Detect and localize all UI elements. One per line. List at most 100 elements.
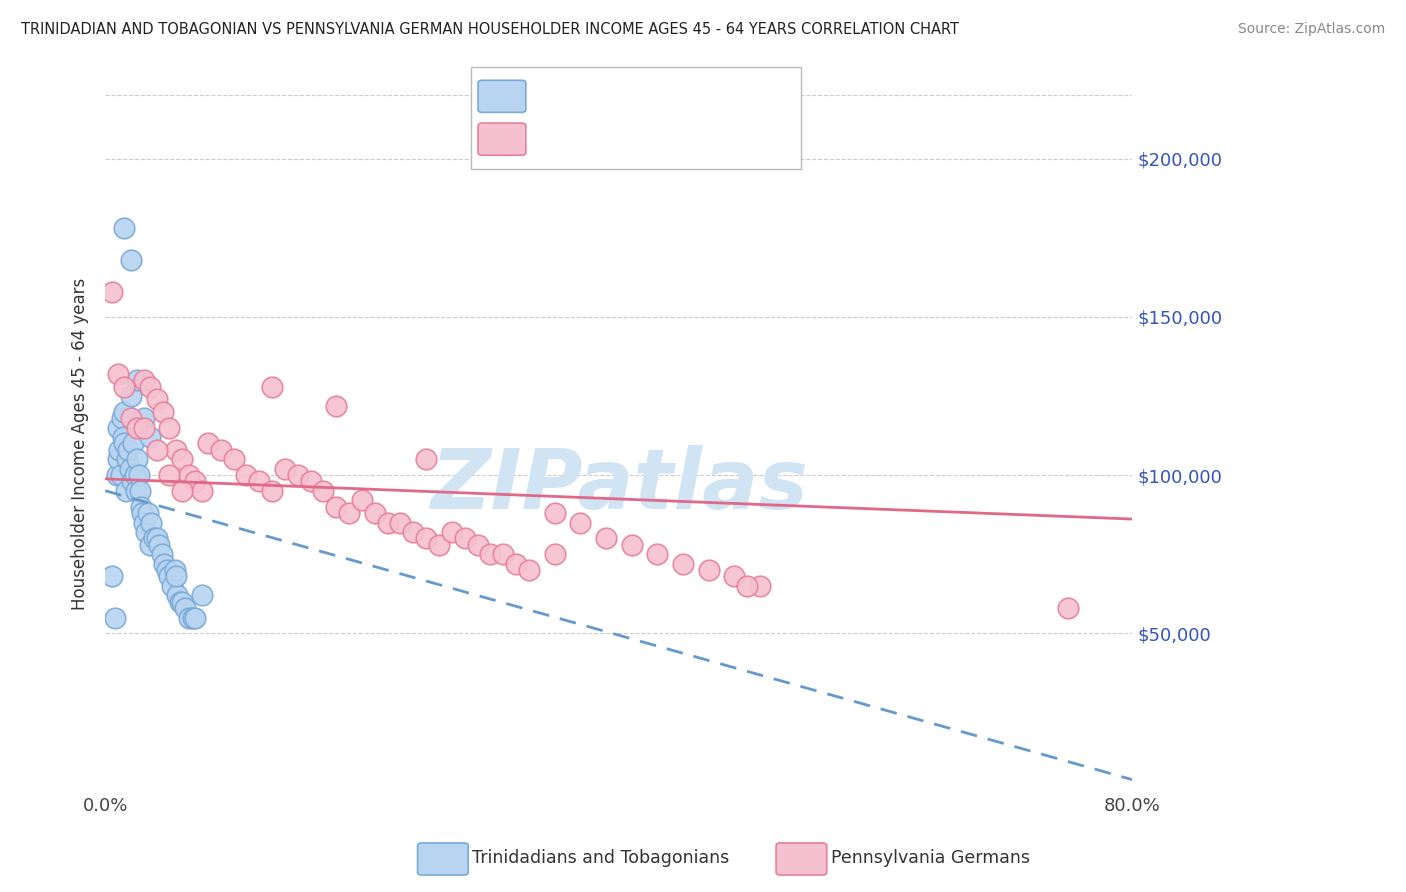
Point — [139, 379, 162, 393]
Point — [723, 569, 745, 583]
Point — [114, 436, 136, 450]
Point — [128, 468, 150, 483]
Point — [749, 579, 772, 593]
Point — [543, 547, 565, 561]
Point — [181, 610, 204, 624]
Point — [467, 538, 489, 552]
Point — [197, 436, 219, 450]
Y-axis label: Householder Income Ages 45 - 64 years: Householder Income Ages 45 - 64 years — [72, 277, 89, 609]
Point — [169, 595, 191, 609]
Text: ZIPatlas: ZIPatlas — [430, 445, 807, 525]
Point — [132, 411, 155, 425]
Point — [112, 430, 135, 444]
Point — [110, 468, 132, 483]
Text: R =: R = — [534, 85, 574, 103]
Point — [427, 538, 450, 552]
Point — [517, 563, 540, 577]
Point — [120, 389, 142, 403]
Text: Pennsylvania Germans: Pennsylvania Germans — [831, 849, 1031, 867]
Point — [157, 420, 180, 434]
Point — [139, 538, 162, 552]
Point — [100, 285, 122, 299]
Point — [543, 506, 565, 520]
Point — [124, 468, 146, 483]
Text: 53: 53 — [707, 85, 733, 103]
Point — [505, 557, 527, 571]
Point — [1057, 601, 1080, 615]
Point — [135, 525, 157, 540]
Point — [114, 483, 136, 498]
Point — [377, 516, 399, 530]
Point — [132, 516, 155, 530]
Point — [143, 532, 166, 546]
Point — [132, 373, 155, 387]
Point — [141, 516, 163, 530]
Point — [127, 452, 149, 467]
Point — [697, 563, 720, 577]
Point — [107, 367, 129, 381]
Point — [190, 589, 212, 603]
Point — [166, 589, 188, 603]
Point — [222, 452, 245, 467]
Point — [111, 411, 134, 425]
Point — [172, 452, 194, 467]
Point — [108, 442, 131, 457]
Point — [157, 569, 180, 583]
Point — [145, 392, 167, 407]
Point — [127, 420, 149, 434]
Point — [350, 493, 373, 508]
Point — [120, 252, 142, 267]
Point — [127, 373, 149, 387]
Point — [104, 610, 127, 624]
Point — [120, 411, 142, 425]
Point — [114, 405, 136, 419]
Point — [114, 221, 136, 235]
Point — [177, 610, 200, 624]
Point — [165, 442, 187, 457]
Point — [190, 483, 212, 498]
Text: -0.080: -0.080 — [581, 85, 645, 103]
Point — [122, 436, 145, 450]
Point — [312, 483, 335, 498]
Point — [492, 547, 515, 561]
Point — [569, 516, 592, 530]
Point — [165, 569, 187, 583]
Point — [364, 506, 387, 520]
Point — [132, 420, 155, 434]
Point — [274, 462, 297, 476]
Point — [100, 569, 122, 583]
Text: R =: R = — [534, 128, 579, 145]
Point — [262, 379, 284, 393]
Point — [153, 557, 176, 571]
Point — [139, 430, 162, 444]
Point — [672, 557, 695, 571]
Point — [121, 475, 143, 489]
Point — [235, 468, 257, 483]
Point — [150, 547, 173, 561]
Point — [402, 525, 425, 540]
Point — [107, 452, 129, 467]
Point — [337, 506, 360, 520]
Text: Trinidadians and Tobagonians: Trinidadians and Tobagonians — [472, 849, 730, 867]
Point — [129, 500, 152, 514]
Point — [325, 500, 347, 514]
Point — [131, 506, 153, 520]
Text: TRINIDADIAN AND TOBAGONIAN VS PENNSYLVANIA GERMAN HOUSEHOLDER INCOME AGES 45 - 6: TRINIDADIAN AND TOBAGONIAN VS PENNSYLVAN… — [21, 22, 959, 37]
Point — [735, 579, 758, 593]
Point — [148, 538, 170, 552]
Point — [172, 483, 194, 498]
Point — [440, 525, 463, 540]
Point — [163, 563, 186, 577]
Point — [145, 442, 167, 457]
Point — [173, 601, 195, 615]
Point — [117, 442, 139, 457]
Point — [454, 532, 477, 546]
Point — [415, 452, 437, 467]
Point — [177, 468, 200, 483]
Text: Source: ZipAtlas.com: Source: ZipAtlas.com — [1237, 22, 1385, 37]
Point — [299, 475, 322, 489]
Text: N =: N = — [661, 128, 700, 145]
Point — [209, 442, 232, 457]
Point — [105, 468, 128, 483]
Point — [287, 468, 309, 483]
